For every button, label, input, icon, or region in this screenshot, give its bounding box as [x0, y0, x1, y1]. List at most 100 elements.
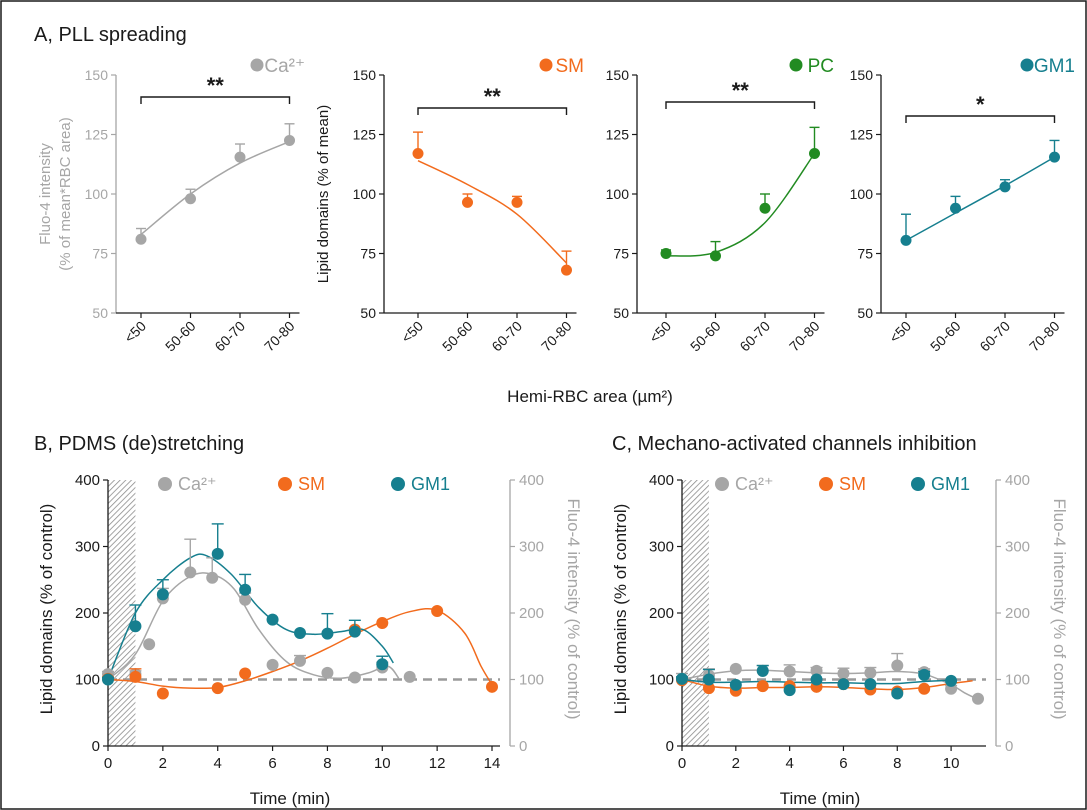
- data-point: [412, 148, 424, 160]
- legend-label: SM: [556, 56, 585, 77]
- y-tick-label: 75: [613, 246, 629, 262]
- significance-bracket: [417, 107, 568, 115]
- data-point: [972, 692, 984, 705]
- y2-tick-label: 200: [1005, 605, 1030, 622]
- x-tick-label: 6: [268, 755, 276, 772]
- y2-tick-label: 400: [1005, 472, 1030, 489]
- y-tick-label: 100: [850, 186, 874, 202]
- data-point: [759, 202, 771, 214]
- data-point: [129, 620, 142, 633]
- data-point: [129, 670, 142, 683]
- data-point: [403, 670, 416, 683]
- data-point: [729, 662, 742, 675]
- x-tick-label: 4: [785, 755, 793, 772]
- data-point: [864, 678, 877, 691]
- y-tick-label: 75: [857, 246, 873, 262]
- data-point: [294, 626, 306, 639]
- data-point: [729, 678, 742, 691]
- y2-axis-label: Fluo-4 intensity (% of control): [1050, 498, 1069, 719]
- data-point: [918, 668, 931, 681]
- data-point: [864, 666, 877, 679]
- y-axis-label: Lipid domains (% of control): [37, 504, 56, 715]
- x-tick-label: 4: [214, 755, 222, 772]
- data-point: [284, 134, 295, 146]
- y2-tick-label: 100: [1005, 672, 1030, 689]
- data-point: [1049, 151, 1060, 163]
- y2-tick-label: 100: [519, 672, 544, 689]
- significance-bracket: [140, 96, 291, 104]
- data-point: [891, 687, 904, 700]
- data-point: [486, 680, 498, 693]
- data-point: [462, 196, 473, 208]
- fit-curve: [905, 156, 1055, 242]
- legend-label: Ca²⁺: [178, 474, 217, 494]
- panel-a-xlabel: Hemi-RBC area (µm²): [507, 387, 673, 406]
- y-tick-label: 300: [75, 539, 100, 556]
- legend-label: PC: [808, 56, 834, 77]
- significance-bracket: [665, 101, 816, 109]
- data-point: [102, 673, 114, 686]
- data-point: [999, 181, 1011, 193]
- x-tick-label: 8: [893, 755, 901, 772]
- data-point: [810, 664, 823, 677]
- data-point: [660, 248, 672, 259]
- data-point: [783, 684, 796, 697]
- data-point: [206, 571, 219, 584]
- data-point: [561, 264, 572, 276]
- data-point: [143, 638, 156, 651]
- data-point: [809, 148, 820, 160]
- y-axis-label: Lipid domains (% of mean): [315, 105, 332, 283]
- legend-marker: [250, 58, 264, 72]
- y-tick-label: 50: [857, 305, 873, 321]
- significance-stars: **: [732, 78, 750, 103]
- y-tick-label: 125: [353, 127, 377, 143]
- data-point: [184, 566, 197, 579]
- data-point: [702, 682, 715, 695]
- y-tick-label: 50: [92, 305, 108, 321]
- y-tick-label: 100: [353, 186, 377, 202]
- data-point: [376, 658, 389, 671]
- y2-tick-label: 300: [1005, 539, 1030, 556]
- x-tick-label: 10: [374, 755, 391, 772]
- data-point: [185, 193, 196, 205]
- x-tick-label: 0: [678, 755, 686, 772]
- y-tick-label: 0: [92, 738, 100, 755]
- significance-stars: *: [976, 92, 985, 117]
- stimulus-window: [682, 480, 709, 746]
- panel-a-title: A, PLL spreading: [34, 24, 187, 46]
- data-point: [239, 667, 252, 680]
- y-tick-label: 150: [353, 67, 377, 83]
- y-tick-label: 100: [606, 186, 630, 202]
- fit-curve: [417, 160, 568, 264]
- data-point: [783, 665, 796, 678]
- y-axis-label: Fluo-4 intensity: [37, 143, 54, 245]
- legend-marker: [278, 477, 292, 491]
- y-tick-label: 75: [360, 246, 376, 262]
- y-tick-label: 125: [606, 127, 630, 143]
- y2-tick-label: 0: [1005, 738, 1013, 755]
- x-tick-label: 0: [104, 755, 112, 772]
- data-point: [756, 664, 769, 677]
- fit-curve: [665, 153, 816, 257]
- legend-marker: [819, 477, 833, 491]
- data-point: [900, 234, 912, 246]
- data-point: [321, 627, 334, 640]
- significance-stars: **: [207, 73, 225, 98]
- stimulus-window: [108, 480, 136, 746]
- data-point: [756, 680, 769, 693]
- y-tick-label: 75: [92, 246, 108, 262]
- data-point: [234, 151, 246, 163]
- x-tick-label: 10: [943, 755, 960, 772]
- data-point: [348, 625, 361, 638]
- y-tick-label: 150: [85, 67, 109, 83]
- x-tick-label: 14: [484, 755, 501, 772]
- x-tick-label: 2: [732, 755, 740, 772]
- data-point: [950, 202, 961, 214]
- data-point: [266, 658, 279, 671]
- y-tick-label: 200: [75, 605, 100, 622]
- data-point: [676, 672, 688, 685]
- legend-marker: [539, 58, 553, 72]
